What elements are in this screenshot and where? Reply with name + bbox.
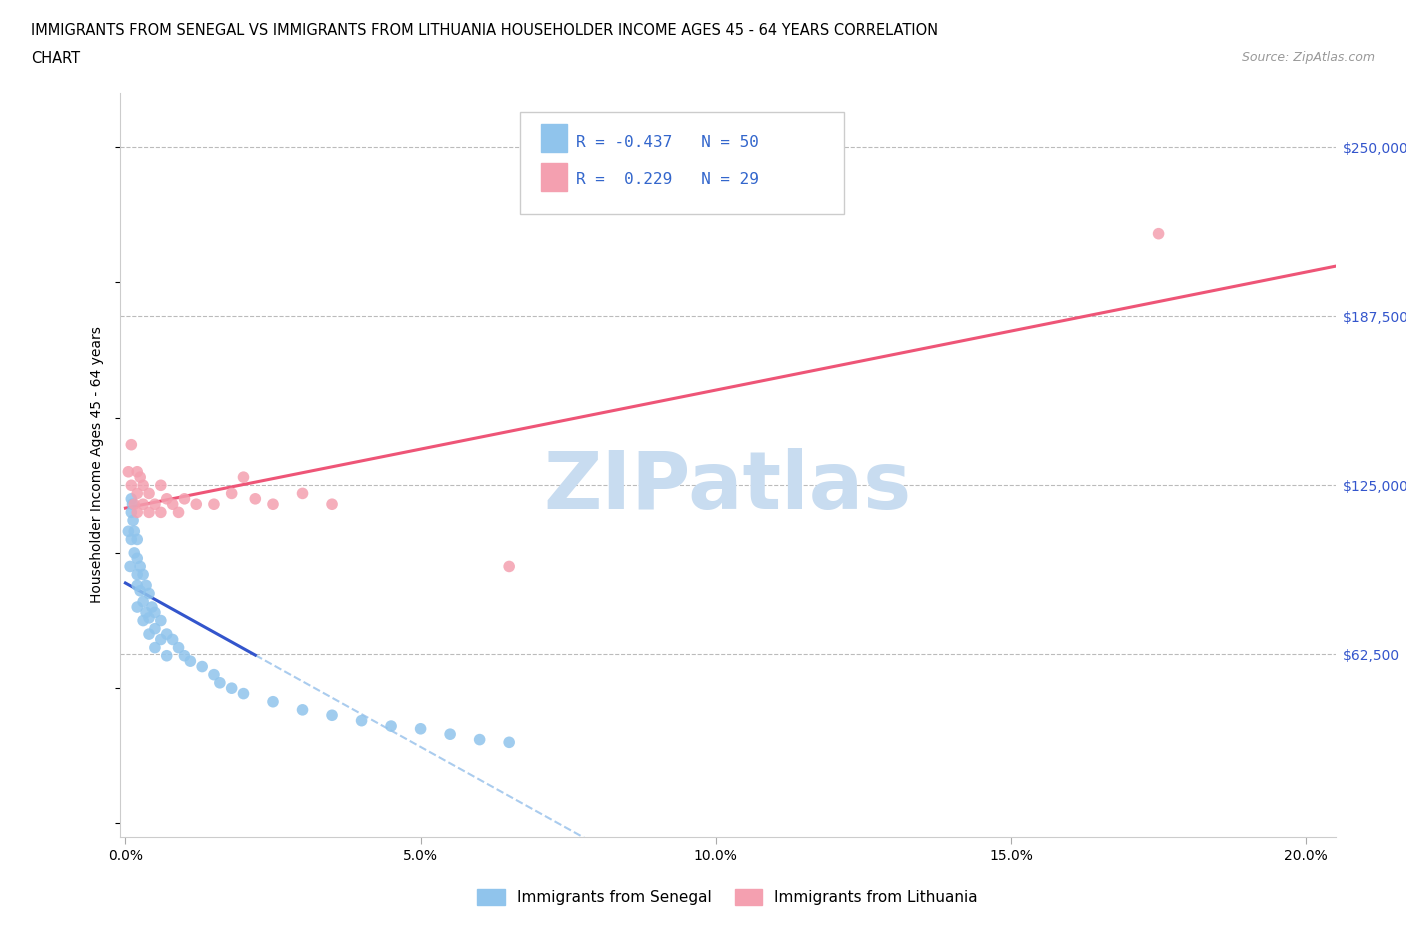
Point — [191, 659, 214, 674]
Point — [173, 648, 195, 663]
Point — [132, 567, 155, 582]
Text: R =  0.229   N = 29: R = 0.229 N = 29 — [576, 172, 759, 187]
Point — [291, 702, 314, 717]
Text: ZIPatlas: ZIPatlas — [544, 448, 911, 526]
Point — [1147, 226, 1170, 241]
Point — [167, 505, 190, 520]
Point — [156, 648, 179, 663]
Point — [380, 719, 402, 734]
Point — [138, 586, 160, 601]
Point — [127, 486, 149, 501]
Point — [245, 491, 267, 506]
Point — [149, 505, 172, 520]
Point — [291, 486, 314, 501]
Point — [135, 605, 157, 620]
Point — [232, 470, 254, 485]
Point — [321, 497, 343, 512]
Point — [117, 464, 139, 479]
Point — [127, 464, 149, 479]
Point — [143, 640, 166, 655]
Point — [186, 497, 208, 512]
Point — [221, 486, 243, 501]
Point — [120, 478, 142, 493]
Point — [132, 613, 155, 628]
Point — [143, 497, 166, 512]
Point — [321, 708, 343, 723]
Point — [121, 497, 143, 512]
Point — [138, 627, 160, 642]
Point — [232, 686, 254, 701]
Point — [127, 505, 149, 520]
Point — [149, 632, 172, 647]
Point — [208, 675, 231, 690]
Point — [129, 470, 152, 485]
Point — [149, 478, 172, 493]
Point — [122, 513, 145, 528]
Point — [173, 491, 195, 506]
Point — [439, 726, 461, 741]
Point — [117, 524, 139, 538]
Point — [409, 722, 432, 737]
Point — [122, 497, 145, 512]
Text: IMMIGRANTS FROM SENEGAL VS IMMIGRANTS FROM LITHUANIA HOUSEHOLDER INCOME AGES 45 : IMMIGRANTS FROM SENEGAL VS IMMIGRANTS FR… — [31, 23, 938, 38]
Point — [167, 640, 190, 655]
Point — [262, 695, 284, 710]
Point — [132, 594, 155, 609]
Point — [129, 559, 152, 574]
Point — [156, 491, 179, 506]
Text: Source: ZipAtlas.com: Source: ZipAtlas.com — [1241, 51, 1375, 64]
Point — [122, 546, 145, 561]
Point — [132, 497, 155, 512]
Point — [132, 478, 155, 493]
Point — [202, 667, 225, 682]
Point — [138, 610, 160, 625]
Point — [498, 735, 520, 750]
Point — [156, 627, 179, 642]
Point — [127, 567, 149, 582]
Point — [127, 551, 149, 565]
Point — [162, 497, 184, 512]
Text: R = -0.437   N = 50: R = -0.437 N = 50 — [576, 135, 759, 150]
Point — [120, 491, 142, 506]
Point — [138, 505, 160, 520]
Point — [498, 559, 520, 574]
Point — [127, 578, 149, 592]
Point — [127, 600, 149, 615]
Point — [120, 532, 142, 547]
Point — [179, 654, 201, 669]
Point — [127, 532, 149, 547]
Legend: Immigrants from Senegal, Immigrants from Lithuania: Immigrants from Senegal, Immigrants from… — [471, 883, 984, 911]
Point — [143, 621, 166, 636]
Point — [141, 600, 163, 615]
Point — [262, 497, 284, 512]
Y-axis label: Householder Income Ages 45 - 64 years: Householder Income Ages 45 - 64 years — [90, 326, 104, 604]
Text: CHART: CHART — [31, 51, 80, 66]
Point — [120, 437, 142, 452]
Point — [120, 505, 142, 520]
Point — [143, 605, 166, 620]
Point — [221, 681, 243, 696]
Point — [162, 632, 184, 647]
Point — [135, 578, 157, 592]
Point — [122, 524, 145, 538]
Point — [138, 486, 160, 501]
Point — [202, 497, 225, 512]
Point — [350, 713, 373, 728]
Point — [149, 613, 172, 628]
Point — [120, 559, 142, 574]
Point — [468, 732, 491, 747]
Point — [129, 583, 152, 598]
